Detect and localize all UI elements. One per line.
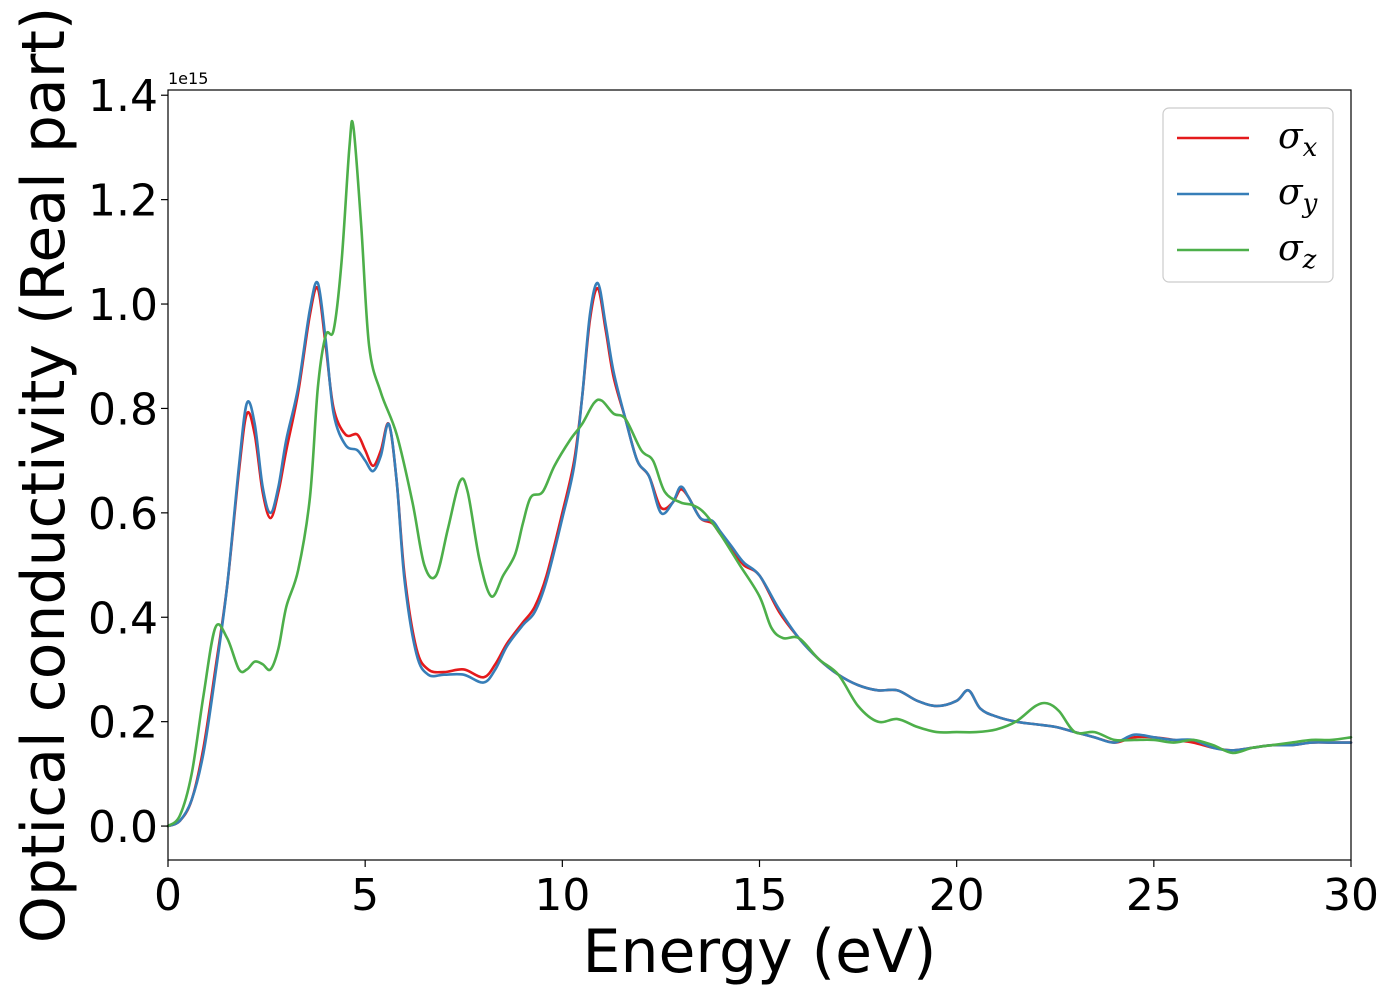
x-tick-label: 15 [732, 870, 788, 921]
y-axis: 0.0 0.2 0.4 0.6 0.8 1.0 1.2 1.4 [88, 71, 168, 853]
y-tick-label: 0.8 [88, 384, 158, 435]
y-tick-label: 0.6 [88, 489, 158, 540]
y-tick-label: 1.0 [88, 280, 158, 331]
legend-label-y: σy [1278, 172, 1318, 219]
x-tick-label: 5 [351, 870, 379, 921]
series-line-z [166, 119, 1353, 828]
y-tick-label: 1.4 [88, 71, 158, 122]
legend-label-x: σx [1278, 116, 1318, 163]
x-tick-label: 0 [154, 870, 182, 921]
y-tick-label: 0.4 [88, 593, 158, 644]
y-axis-label: Optical conductivity (Real part) [9, 7, 79, 944]
x-tick-label: 30 [1323, 870, 1379, 921]
series-line-y [166, 280, 1353, 828]
y-tick-label: 1.2 [88, 176, 158, 227]
x-tick-label: 10 [534, 870, 590, 921]
series-layer [166, 119, 1353, 828]
x-axis-label: Energy (eV) [583, 917, 937, 987]
legend-label-z: σz [1278, 228, 1317, 275]
x-tick-label: 25 [1126, 870, 1182, 921]
x-tick-label: 20 [929, 870, 985, 921]
x-axis: 0 5 10 15 20 25 30 [154, 860, 1379, 921]
legend: σx σy σz [1162, 107, 1334, 283]
y-tick-label: 0.0 [88, 802, 158, 853]
y-tick-label: 0.2 [88, 698, 158, 749]
y-offset-label: 1e15 [168, 69, 208, 88]
